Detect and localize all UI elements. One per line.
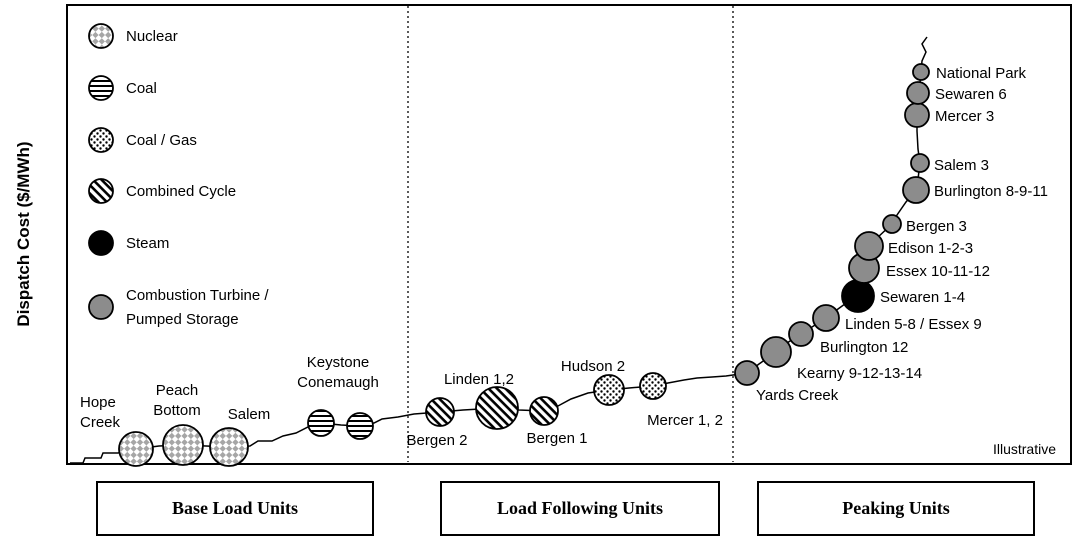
unit-circle-bergen-2 — [425, 397, 455, 427]
unit-label-burlington-12: Burlington 12 — [820, 339, 908, 356]
unit-label-bergen-1: Bergen 1 — [527, 430, 588, 447]
category-box-label: Load Following Units — [496, 498, 664, 518]
unit-circle-yards-creek — [734, 360, 760, 386]
legend-label-coal-gas: Coal / Gas — [126, 132, 197, 149]
chart-layer: Hope Creek Peach Bottom Salem Keystone Conemau… — [66, 4, 1072, 467]
unit-label-salem-3: Salem 3 — [934, 157, 989, 174]
unit-circle-bergen-1 — [529, 396, 559, 426]
unit-label-mercer-1-2: Mercer 1, 2 — [647, 412, 723, 429]
unit-label-mercer-3: Mercer 3 — [935, 108, 994, 125]
unit-circle-linden-1-2 — [475, 386, 519, 430]
unit-label-hope-creek: Hope Creek — [80, 394, 121, 431]
unit-circle-keystone-conemaugh-1 — [307, 409, 335, 437]
unit-circle-burlington-8-9-11 — [902, 176, 930, 204]
legend-swatch-combustion-turbine-icon — [88, 294, 114, 320]
unit-label-bergen-3: Bergen 3 — [906, 218, 967, 235]
unit-label-peach-bottom: Peach Bottom — [153, 382, 201, 419]
unit-circle-sewaren-1-4 — [841, 279, 875, 313]
legend-label-combustion-turbine-pumped-storage: Combustion Turbine / Pumped Storage — [126, 287, 269, 328]
legend-swatch-combined-cycle-icon — [88, 178, 114, 204]
unit-circle-national-park — [912, 63, 930, 81]
legend-label-coal: Coal — [126, 80, 157, 97]
legend-swatch-steam-icon — [88, 230, 114, 256]
unit-circle-kearny-9-12-13-14 — [760, 336, 792, 368]
unit-label-kearny-9-12-13-14: Kearny 9-12-13-14 — [797, 365, 922, 382]
unit-circle-bergen-3 — [882, 214, 902, 234]
category-box-load-following-units: Load Following Units — [440, 481, 720, 536]
category-box-base-load-units: Base Load Units — [96, 481, 374, 536]
plot-border — [66, 4, 1072, 465]
unit-label-national-park: National Park — [936, 65, 1027, 82]
legend-swatch-coal-icon — [88, 75, 114, 101]
unit-circle-mercer-3 — [904, 102, 930, 128]
unit-circle-salem-3 — [910, 153, 930, 173]
unit-circle-salem — [209, 427, 249, 467]
unit-circle-keystone-conemaugh-2 — [346, 412, 374, 440]
unit-circle-sewaren-6 — [906, 81, 930, 105]
legend-label-steam: Steam — [126, 235, 169, 252]
unit-label-linden-5-8-essex-9: Linden 5-8 / Essex 9 — [845, 316, 982, 333]
unit-label-essex-10-11-12: Essex 10-11-12 — [886, 263, 990, 280]
category-box-label: Base Load Units — [171, 498, 299, 518]
legend-swatch-coal-gas-icon — [88, 127, 114, 153]
category-box-label: Peaking Units — [842, 498, 950, 518]
unit-label-linden-1-2: Linden 1,2 — [444, 371, 514, 388]
unit-label-sewaren-1-4: Sewaren 1-4 — [880, 289, 965, 306]
unit-label-salem: Salem — [228, 406, 271, 423]
unit-label-sewaren-6: Sewaren 6 — [935, 86, 1007, 103]
unit-label-yards-creek: Yards Creek — [756, 387, 839, 404]
unit-label-bergen-2: Bergen 2 — [407, 432, 468, 449]
category-box-peaking-units: Peaking Units — [757, 481, 1035, 536]
y-axis-label: Dispatch Cost ($/MWh) — [14, 141, 33, 327]
illustrative-note: Illustrative — [992, 441, 1056, 457]
unit-circle-mercer-1-2 — [639, 372, 667, 400]
legend-swatch-nuclear-icon — [88, 23, 114, 49]
unit-circle-linden-5-8-essex-9 — [812, 304, 840, 332]
unit-circle-peach-bottom — [162, 424, 204, 466]
unit-label-edison-1-2-3: Edison 1-2-3 — [888, 240, 973, 257]
unit-circle-hudson-2 — [593, 374, 625, 406]
unit-circle-burlington-12 — [788, 321, 814, 347]
legend-label-nuclear: Nuclear — [126, 28, 178, 45]
unit-label-hudson-2: Hudson 2 — [561, 358, 625, 375]
unit-circle-hope-creek — [118, 431, 154, 467]
unit-label-keystone-conemaugh: Keystone Conemaugh — [297, 354, 379, 391]
legend-label-combined-cycle: Combined Cycle — [126, 183, 236, 200]
unit-label-burlington-8-9-11: Burlington 8-9-11 — [934, 183, 1048, 200]
unit-circle-edison-1-2-3 — [854, 231, 884, 261]
